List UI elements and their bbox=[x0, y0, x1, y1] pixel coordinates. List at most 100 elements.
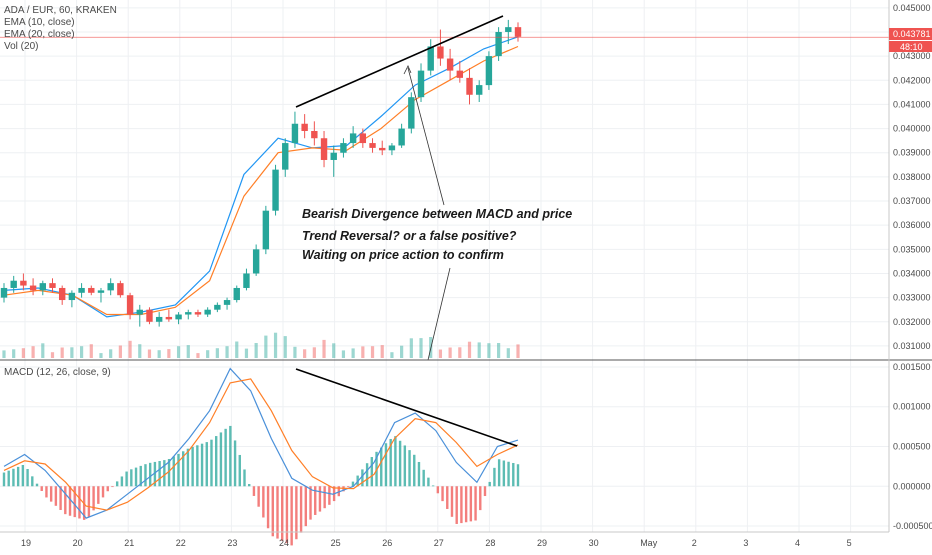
candle[interactable] bbox=[165, 309, 173, 322]
candle[interactable] bbox=[427, 39, 434, 76]
candle[interactable] bbox=[476, 80, 483, 103]
candle[interactable] bbox=[417, 63, 425, 103]
candle[interactable] bbox=[398, 123, 405, 148]
annotation-pointer-line[interactable] bbox=[427, 267, 451, 361]
macd-line bbox=[3, 367, 519, 519]
annotation-line-2[interactable]: Trend Reversal? or a false positive? bbox=[302, 229, 517, 243]
price-tick-label: 0.041000 bbox=[893, 99, 931, 109]
candle[interactable] bbox=[252, 244, 260, 276]
candle[interactable] bbox=[58, 285, 66, 305]
macd-axis[interactable]: 0.001500 0.001000 0.000500 0.000000 -0.00050… bbox=[893, 362, 932, 531]
candle-body bbox=[301, 123, 308, 131]
candle[interactable] bbox=[379, 140, 386, 156]
candle[interactable] bbox=[466, 68, 473, 105]
candle[interactable] bbox=[175, 312, 182, 325]
candle[interactable] bbox=[10, 275, 17, 293]
candle[interactable] bbox=[146, 307, 153, 325]
macd-histogram-bar bbox=[464, 486, 468, 523]
candle[interactable] bbox=[223, 297, 231, 310]
volume-bar bbox=[458, 347, 462, 358]
candle[interactable] bbox=[320, 130, 328, 168]
candle[interactable] bbox=[272, 164, 279, 216]
candle[interactable] bbox=[185, 309, 192, 320]
candle[interactable] bbox=[349, 126, 357, 148]
candle[interactable] bbox=[243, 268, 250, 291]
volume-bar bbox=[273, 332, 278, 358]
candle[interactable] bbox=[340, 138, 347, 158]
candle[interactable] bbox=[388, 143, 396, 156]
candle[interactable] bbox=[282, 138, 289, 177]
candle[interactable] bbox=[495, 27, 502, 61]
candle[interactable] bbox=[97, 287, 105, 303]
symbol-legend[interactable]: ADA / EUR, 60, KRAKEN bbox=[4, 5, 117, 16]
macd-histogram-bar bbox=[262, 486, 265, 518]
candle[interactable] bbox=[68, 290, 76, 308]
volume-bar bbox=[448, 347, 452, 358]
macd-histogram-bar bbox=[413, 454, 416, 487]
candle[interactable] bbox=[233, 285, 240, 303]
candle[interactable] bbox=[262, 205, 270, 255]
candle[interactable] bbox=[136, 304, 143, 327]
macd-histogram-bar bbox=[205, 442, 208, 487]
ema20-legend[interactable]: EMA (20, close) bbox=[4, 29, 75, 40]
candle[interactable] bbox=[29, 278, 37, 296]
macd-histogram-bar bbox=[512, 462, 515, 487]
candle[interactable] bbox=[20, 273, 27, 291]
annotation-line-3[interactable]: Waiting on price action to confirm bbox=[302, 248, 504, 262]
volume-legend[interactable]: Vol (20) bbox=[4, 41, 38, 52]
candle[interactable] bbox=[204, 307, 211, 317]
macd-histogram-bar bbox=[181, 451, 185, 487]
macd-trendline[interactable] bbox=[295, 368, 518, 447]
ema10-legend[interactable]: EMA (10, close) bbox=[4, 17, 75, 28]
candle[interactable] bbox=[437, 29, 444, 66]
candle[interactable] bbox=[78, 283, 85, 298]
candle[interactable] bbox=[514, 22, 522, 42]
time-axis[interactable]: 19 20 21 22 23 24 25 26 27 28 29 30 May 2 3 4 5 bbox=[21, 538, 852, 548]
candle[interactable] bbox=[408, 92, 415, 134]
macd-histogram-bar bbox=[243, 469, 246, 487]
candle[interactable] bbox=[194, 309, 202, 317]
candle[interactable] bbox=[117, 280, 124, 298]
volume-bar bbox=[89, 344, 93, 358]
candle[interactable] bbox=[214, 302, 221, 313]
time-tick-label: 2 bbox=[692, 538, 697, 548]
candle[interactable] bbox=[369, 138, 376, 153]
price-axis[interactable]: 0.0450000.0440000.0430000.0420000.041000… bbox=[893, 3, 931, 351]
candle[interactable] bbox=[0, 283, 8, 303]
candle[interactable] bbox=[107, 278, 114, 296]
annotation-line-1[interactable]: Bearish Divergence between MACD and pric… bbox=[302, 207, 572, 221]
candle[interactable] bbox=[126, 292, 134, 320]
annotation-arrow-line[interactable] bbox=[407, 67, 445, 206]
candle[interactable] bbox=[311, 121, 318, 146]
candle[interactable] bbox=[359, 128, 367, 148]
candle[interactable] bbox=[456, 60, 464, 83]
macd-legend[interactable]: MACD (12, 26, close, 9) bbox=[4, 367, 111, 378]
price-trendline[interactable] bbox=[295, 15, 504, 108]
candle[interactable] bbox=[155, 312, 163, 327]
candle-body bbox=[282, 143, 289, 170]
candle-body bbox=[223, 300, 231, 305]
candle[interactable] bbox=[485, 51, 493, 90]
candle[interactable] bbox=[88, 285, 95, 296]
candle[interactable] bbox=[291, 111, 299, 148]
candle-body bbox=[340, 143, 347, 153]
macd-histogram-bar bbox=[7, 470, 10, 487]
candle-body bbox=[476, 85, 483, 95]
macd-histogram-bar bbox=[361, 469, 364, 487]
candle[interactable] bbox=[446, 48, 454, 81]
overlay-layer bbox=[0, 15, 889, 447]
candle-body bbox=[272, 169, 279, 211]
price-tick-label: 0.038000 bbox=[893, 172, 931, 182]
candle[interactable] bbox=[39, 280, 46, 296]
candle-body bbox=[68, 292, 76, 301]
candle[interactable] bbox=[505, 19, 512, 45]
macd-histogram-bar bbox=[12, 468, 15, 487]
macd-histogram-bar bbox=[158, 461, 161, 487]
volume-bar bbox=[12, 349, 16, 358]
candle[interactable] bbox=[49, 278, 56, 293]
candle[interactable] bbox=[330, 145, 337, 177]
candle[interactable] bbox=[301, 114, 308, 139]
macd-histogram-bar bbox=[92, 486, 95, 511]
